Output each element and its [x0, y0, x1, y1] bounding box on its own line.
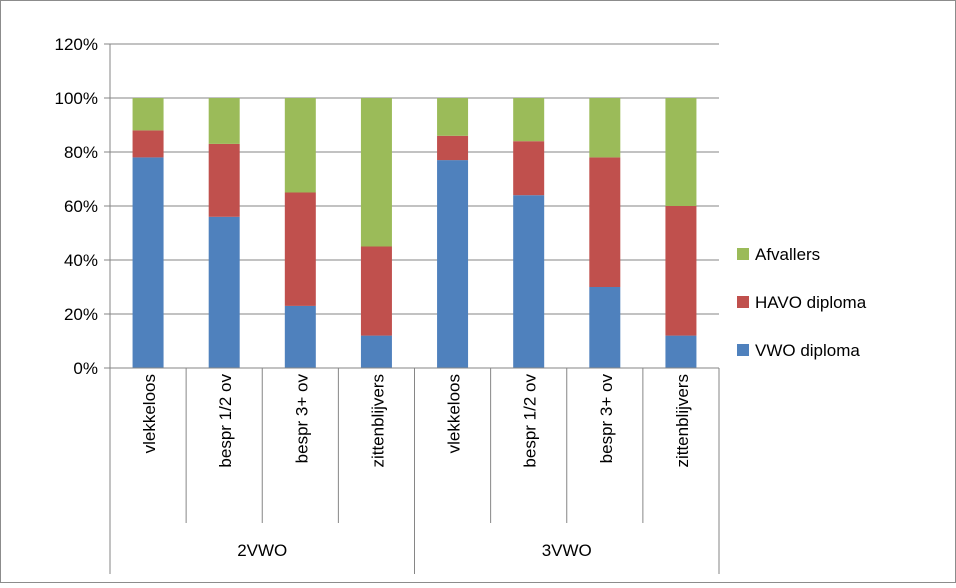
legend-swatch	[737, 296, 749, 308]
x-tick-label: bespr 1/2 ov	[521, 374, 540, 468]
bar-segment	[284, 98, 316, 193]
bar-segment	[665, 335, 697, 368]
legend-label: Afvallers	[755, 245, 820, 264]
bar-segment	[132, 157, 164, 368]
legend-swatch	[737, 344, 749, 356]
bar-segment	[513, 195, 545, 368]
bar-segment	[360, 98, 392, 247]
legend-swatch	[737, 248, 749, 260]
bar-segment	[665, 98, 697, 206]
bar-segment	[589, 287, 621, 368]
bar-segment	[513, 141, 545, 196]
axes: 0% 20% 40% 60% 80% 100% 120% vlekkeloos bespr 1/…	[55, 35, 720, 574]
bar-segment	[132, 130, 164, 158]
y-tick-label: 120%	[55, 35, 98, 54]
group-label: 2VWO	[237, 541, 287, 560]
x-tick-label: zittenblijvers	[368, 374, 387, 468]
bar-segment	[437, 135, 469, 161]
bar-segment	[284, 305, 316, 368]
y-tick-label: 60%	[64, 197, 98, 216]
y-tick-label: 100%	[55, 89, 98, 108]
y-tick-label: 0%	[73, 359, 98, 378]
bar-segment	[360, 335, 392, 368]
y-tick-label: 40%	[64, 251, 98, 270]
bar-segment	[208, 98, 240, 144]
legend-label: VWO diploma	[755, 341, 860, 360]
x-tick-label: bespr 3+ ov	[597, 374, 616, 464]
x-tick-label: bespr 1/2 ov	[216, 374, 235, 468]
bar-segment	[437, 160, 469, 368]
legend: Afvallers HAVO diploma VWO diploma	[737, 245, 867, 360]
bar-segment	[208, 216, 240, 368]
group-label: 3VWO	[542, 541, 592, 560]
bar-segment	[208, 143, 240, 217]
y-tick-label: 80%	[64, 143, 98, 162]
bar-segment	[437, 98, 469, 136]
x-tick-label: zittenblijvers	[673, 374, 692, 468]
bar-segment	[589, 98, 621, 158]
y-tick-label: 20%	[64, 305, 98, 324]
bar-segment	[513, 98, 545, 142]
bar-segment	[589, 157, 621, 287]
x-tick-label: vlekkeloos	[445, 374, 464, 453]
bar-segment	[665, 206, 697, 336]
x-tick-label: bespr 3+ ov	[292, 374, 311, 464]
bars	[132, 98, 697, 368]
legend-label: HAVO diploma	[755, 293, 867, 312]
bar-segment	[360, 246, 392, 336]
bar-segment	[284, 192, 316, 306]
x-tick-label: vlekkeloos	[140, 374, 159, 453]
bar-segment	[132, 98, 164, 131]
